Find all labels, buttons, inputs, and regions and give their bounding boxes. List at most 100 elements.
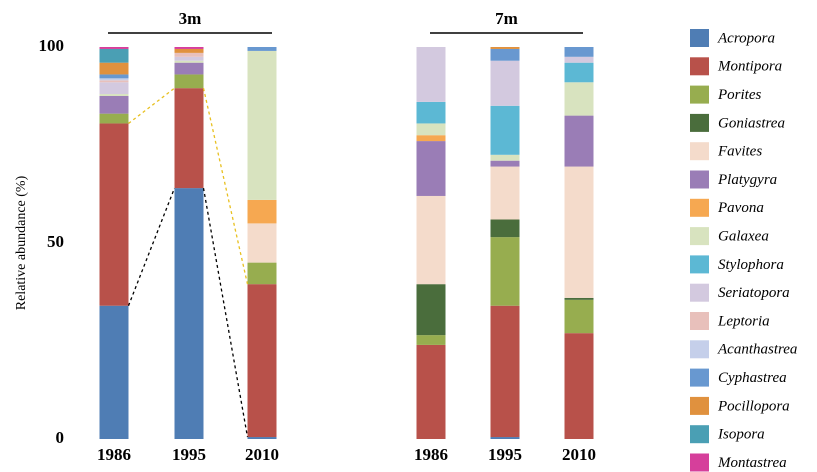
- legend-swatch: [690, 170, 709, 189]
- legend-label: Pavona: [717, 200, 764, 216]
- bar-segment: [174, 88, 204, 189]
- bar-segment: [490, 305, 520, 438]
- bar-segment: [99, 82, 129, 95]
- bar-segment: [247, 223, 277, 263]
- bar-segment: [247, 50, 277, 200]
- bar-segment: [564, 62, 594, 83]
- bar-segment: [99, 47, 129, 49]
- bar-segment: [99, 62, 129, 75]
- legend-label: Montastrea: [717, 455, 787, 471]
- bar-segment: [490, 219, 520, 238]
- legend-swatch: [690, 283, 709, 302]
- legend-swatch: [690, 312, 709, 330]
- bar-segment: [490, 154, 520, 161]
- legend-label: Porites: [717, 87, 761, 103]
- bar-segment: [490, 105, 520, 155]
- bar-segment: [490, 160, 520, 167]
- bar-segment: [247, 262, 277, 285]
- bar-segment: [564, 47, 594, 57]
- panel-title: 7m: [495, 9, 518, 28]
- bar-segment: [247, 199, 277, 224]
- bar-segment: [490, 48, 520, 61]
- bar-segment: [490, 166, 520, 220]
- bar-segment: [174, 47, 204, 49]
- legend-label: Leptoria: [717, 313, 770, 329]
- legend-swatch: [690, 29, 709, 47]
- bar-segment: [99, 305, 129, 439]
- legend-label: Galaxea: [718, 229, 769, 245]
- legend-swatch: [690, 255, 709, 274]
- bar-segment: [416, 101, 446, 124]
- x-tick-label: 1986: [97, 445, 131, 464]
- bar-segment: [490, 47, 520, 49]
- bar-segment: [490, 60, 520, 106]
- bar-segment: [174, 56, 204, 61]
- bar-segment: [416, 47, 446, 102]
- bar-segment: [174, 52, 204, 57]
- bar-segment: [247, 284, 277, 438]
- bar-segment: [247, 47, 277, 51]
- x-tick-label: 1986: [414, 445, 448, 464]
- legend-label: Seriatopora: [718, 285, 790, 301]
- y-axis-title: Relative abundance (%): [14, 175, 29, 310]
- bar-segment: [174, 74, 204, 89]
- legend-swatch: [690, 113, 709, 132]
- legend-label: Acropora: [717, 30, 775, 46]
- bar-segment: [99, 113, 129, 124]
- y-tick-label: 50: [47, 232, 64, 251]
- x-tick-label: 2010: [245, 445, 279, 464]
- connector: [202, 188, 249, 438]
- bar-segment: [490, 437, 520, 439]
- bar-segment: [174, 60, 204, 63]
- legend-label: Montipora: [717, 59, 782, 75]
- bar-segment: [416, 141, 446, 196]
- bar-segment: [564, 297, 594, 300]
- legend-label: Cyphastrea: [718, 370, 787, 386]
- y-tick-label: 0: [56, 428, 65, 447]
- bar-segment: [416, 344, 446, 439]
- legend-swatch: [690, 57, 709, 76]
- bar-segment: [564, 333, 594, 439]
- bar-segment: [174, 48, 204, 53]
- bar-segment: [416, 123, 446, 136]
- legend-swatch: [690, 85, 709, 104]
- connector: [128, 87, 175, 124]
- bar-segment: [564, 115, 594, 167]
- legend-swatch: [690, 198, 709, 217]
- bar-segment: [99, 80, 129, 83]
- panel-title: 3m: [179, 9, 202, 28]
- bar-segment: [99, 48, 129, 63]
- bar-segment: [174, 188, 204, 439]
- bar-segment: [99, 123, 129, 306]
- bar-segment: [99, 96, 129, 114]
- bar-segment: [247, 437, 277, 439]
- x-tick-label: 1995: [488, 445, 522, 464]
- bar-segment: [99, 78, 129, 81]
- legend-swatch: [690, 227, 709, 246]
- bar-segment: [416, 335, 446, 345]
- legend-label: Platygyra: [717, 172, 777, 188]
- bar-segment: [564, 299, 594, 334]
- legend-swatch: [690, 425, 709, 444]
- bar-segment: [564, 166, 594, 298]
- legend-swatch: [690, 340, 709, 359]
- connector: [127, 187, 176, 306]
- legend-swatch: [690, 396, 709, 415]
- x-tick-label: 2010: [562, 445, 596, 464]
- bar-segment: [99, 94, 129, 96]
- legend-label: Stylophora: [718, 257, 784, 273]
- bar-segment: [490, 237, 520, 306]
- legend-label: Favites: [717, 144, 762, 160]
- connector: [202, 88, 249, 285]
- bar-segment: [416, 284, 446, 336]
- legend-swatch: [690, 453, 709, 472]
- bar-segment: [564, 56, 594, 63]
- legend-label: Goniastrea: [718, 115, 785, 131]
- legend-label: Isopora: [717, 427, 765, 443]
- legend-swatch: [690, 142, 709, 161]
- y-tick-label: 100: [39, 36, 65, 55]
- legend-label: Pocillopora: [717, 398, 790, 414]
- legend-label: Acanthastrea: [717, 342, 797, 358]
- bar-segment: [564, 82, 594, 116]
